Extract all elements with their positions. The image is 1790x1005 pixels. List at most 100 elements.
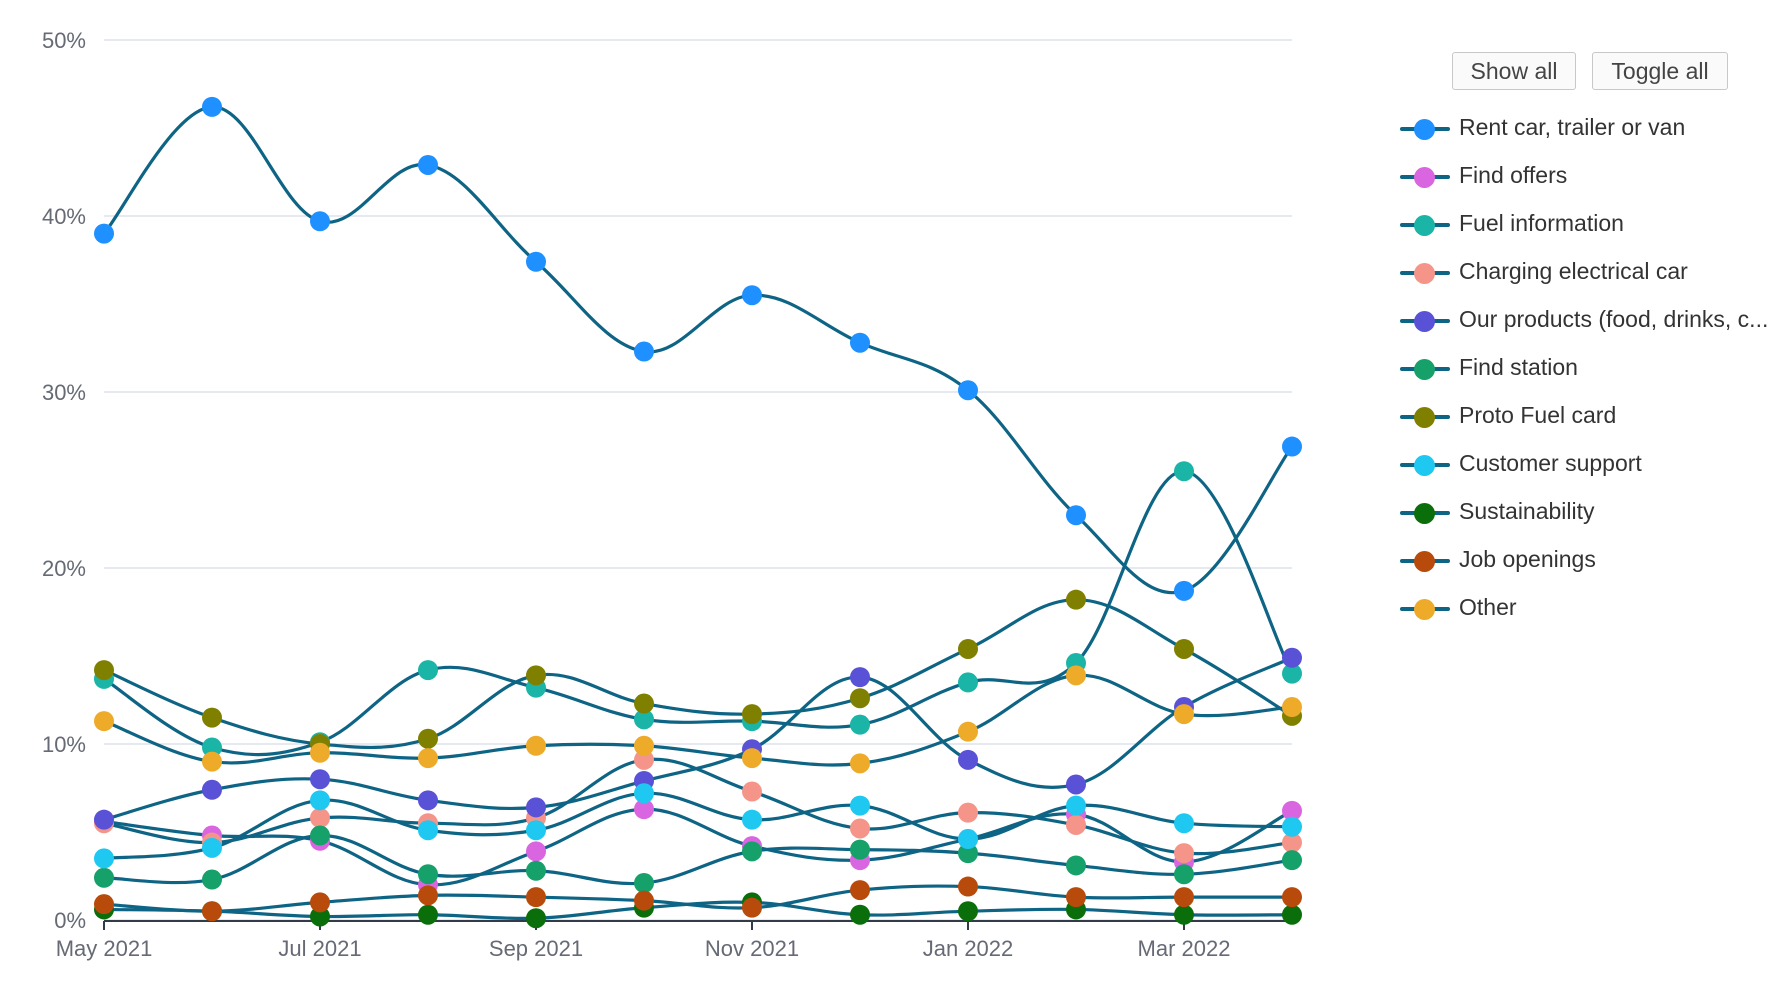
data-point-customer-support[interactable] bbox=[202, 837, 222, 858]
data-point-job-openings[interactable] bbox=[1066, 887, 1086, 908]
data-point-charging-electrical-car[interactable] bbox=[958, 802, 978, 823]
data-point-proto-fuel-card[interactable] bbox=[850, 688, 870, 709]
data-point-find-station[interactable] bbox=[526, 860, 546, 881]
data-point-customer-support[interactable] bbox=[310, 790, 330, 811]
data-point-find-station[interactable] bbox=[958, 843, 978, 864]
data-point-job-openings[interactable] bbox=[634, 890, 654, 911]
data-point-proto-fuel-card[interactable] bbox=[742, 704, 762, 725]
data-point-rent-car-trailer-or-van[interactable] bbox=[1066, 505, 1086, 526]
data-point-rent-car-trailer-or-van[interactable] bbox=[310, 211, 330, 232]
data-point-sustainability[interactable] bbox=[1174, 904, 1194, 925]
show-all-button[interactable]: Show all bbox=[1452, 52, 1576, 90]
legend-item-proto-fuel-card[interactable]: Proto Fuel card bbox=[1400, 393, 1790, 441]
data-point-job-openings[interactable] bbox=[94, 894, 114, 915]
data-point-charging-electrical-car[interactable] bbox=[310, 807, 330, 828]
data-point-our-products-food-drinks-c[interactable] bbox=[202, 779, 222, 800]
legend-item-rent-car-trailer-or-van[interactable]: Rent car, trailer or van bbox=[1400, 105, 1790, 153]
data-point-sustainability[interactable] bbox=[850, 904, 870, 925]
data-point-find-station[interactable] bbox=[1174, 864, 1194, 885]
data-point-rent-car-trailer-or-van[interactable] bbox=[634, 341, 654, 362]
data-point-rent-car-trailer-or-van[interactable] bbox=[1282, 436, 1302, 457]
data-point-find-offers[interactable] bbox=[634, 799, 654, 820]
data-point-proto-fuel-card[interactable] bbox=[634, 693, 654, 714]
data-point-find-station[interactable] bbox=[202, 869, 222, 890]
data-point-customer-support[interactable] bbox=[1174, 813, 1194, 834]
data-point-other[interactable] bbox=[850, 753, 870, 774]
data-point-customer-support[interactable] bbox=[958, 829, 978, 850]
data-point-customer-support[interactable] bbox=[850, 795, 870, 816]
data-point-other[interactable] bbox=[418, 748, 438, 769]
data-point-rent-car-trailer-or-van[interactable] bbox=[958, 380, 978, 401]
data-point-find-station[interactable] bbox=[1282, 850, 1302, 871]
data-point-rent-car-trailer-or-van[interactable] bbox=[202, 96, 222, 117]
data-point-rent-car-trailer-or-van[interactable] bbox=[418, 154, 438, 175]
data-point-customer-support[interactable] bbox=[418, 820, 438, 841]
data-point-fuel-information[interactable] bbox=[1174, 461, 1194, 482]
data-point-our-products-food-drinks-c[interactable] bbox=[94, 809, 114, 830]
data-point-our-products-food-drinks-c[interactable] bbox=[1282, 647, 1302, 668]
data-point-find-offers[interactable] bbox=[1282, 800, 1302, 821]
data-point-rent-car-trailer-or-van[interactable] bbox=[850, 332, 870, 353]
data-point-find-station[interactable] bbox=[1066, 855, 1086, 876]
legend-item-our-products-food-drinks-c[interactable]: Our products (food, drinks, c... bbox=[1400, 297, 1790, 345]
data-point-sustainability[interactable] bbox=[526, 908, 546, 929]
data-point-find-station[interactable] bbox=[850, 839, 870, 860]
data-point-sustainability[interactable] bbox=[958, 901, 978, 922]
data-point-proto-fuel-card[interactable] bbox=[958, 638, 978, 659]
data-point-fuel-information[interactable] bbox=[1282, 663, 1302, 684]
data-point-job-openings[interactable] bbox=[850, 880, 870, 901]
data-point-proto-fuel-card[interactable] bbox=[1066, 589, 1086, 610]
data-point-charging-electrical-car[interactable] bbox=[850, 818, 870, 839]
data-point-rent-car-trailer-or-van[interactable] bbox=[1174, 580, 1194, 601]
data-point-find-station[interactable] bbox=[418, 864, 438, 885]
data-point-other[interactable] bbox=[634, 735, 654, 756]
data-point-our-products-food-drinks-c[interactable] bbox=[526, 797, 546, 818]
legend-item-customer-support[interactable]: Customer support bbox=[1400, 441, 1790, 489]
data-point-fuel-information[interactable] bbox=[418, 660, 438, 681]
data-point-other[interactable] bbox=[310, 742, 330, 763]
data-point-job-openings[interactable] bbox=[526, 887, 546, 908]
data-point-customer-support[interactable] bbox=[94, 848, 114, 869]
data-point-job-openings[interactable] bbox=[742, 897, 762, 918]
data-point-find-station[interactable] bbox=[94, 867, 114, 888]
data-point-find-station[interactable] bbox=[742, 841, 762, 862]
data-point-customer-support[interactable] bbox=[742, 809, 762, 830]
data-point-other[interactable] bbox=[958, 721, 978, 742]
data-point-find-offers[interactable] bbox=[526, 841, 546, 862]
data-point-fuel-information[interactable] bbox=[634, 709, 654, 730]
data-point-job-openings[interactable] bbox=[1174, 887, 1194, 908]
data-point-find-station[interactable] bbox=[310, 825, 330, 846]
data-point-proto-fuel-card[interactable] bbox=[526, 665, 546, 686]
data-point-charging-electrical-car[interactable] bbox=[1066, 814, 1086, 835]
data-point-other[interactable] bbox=[94, 711, 114, 732]
data-point-job-openings[interactable] bbox=[1282, 887, 1302, 908]
data-point-other[interactable] bbox=[1174, 704, 1194, 725]
legend-item-find-offers[interactable]: Find offers bbox=[1400, 153, 1790, 201]
data-point-customer-support[interactable] bbox=[526, 820, 546, 841]
data-point-fuel-information[interactable] bbox=[850, 714, 870, 735]
legend-item-fuel-information[interactable]: Fuel information bbox=[1400, 201, 1790, 249]
data-point-job-openings[interactable] bbox=[958, 876, 978, 897]
data-point-customer-support[interactable] bbox=[1066, 795, 1086, 816]
data-point-our-products-food-drinks-c[interactable] bbox=[418, 790, 438, 811]
legend-item-charging-electrical-car[interactable]: Charging electrical car bbox=[1400, 249, 1790, 297]
data-point-charging-electrical-car[interactable] bbox=[1282, 832, 1302, 853]
toggle-all-button[interactable]: Toggle all bbox=[1592, 52, 1728, 90]
legend-item-other[interactable]: Other bbox=[1400, 585, 1790, 633]
data-point-proto-fuel-card[interactable] bbox=[94, 660, 114, 681]
data-point-rent-car-trailer-or-van[interactable] bbox=[94, 223, 114, 244]
data-point-charging-electrical-car[interactable] bbox=[1174, 843, 1194, 864]
legend-item-sustainability[interactable]: Sustainability bbox=[1400, 489, 1790, 537]
legend-item-job-openings[interactable]: Job openings bbox=[1400, 537, 1790, 585]
data-point-our-products-food-drinks-c[interactable] bbox=[310, 769, 330, 790]
data-point-our-products-food-drinks-c[interactable] bbox=[850, 667, 870, 688]
data-point-other[interactable] bbox=[202, 751, 222, 772]
data-point-job-openings[interactable] bbox=[202, 901, 222, 922]
data-point-sustainability[interactable] bbox=[418, 904, 438, 925]
data-point-proto-fuel-card[interactable] bbox=[1174, 638, 1194, 659]
data-point-rent-car-trailer-or-van[interactable] bbox=[742, 285, 762, 306]
data-point-proto-fuel-card[interactable] bbox=[418, 728, 438, 749]
data-point-other[interactable] bbox=[1066, 665, 1086, 686]
data-point-charging-electrical-car[interactable] bbox=[634, 749, 654, 770]
data-point-job-openings[interactable] bbox=[418, 885, 438, 906]
